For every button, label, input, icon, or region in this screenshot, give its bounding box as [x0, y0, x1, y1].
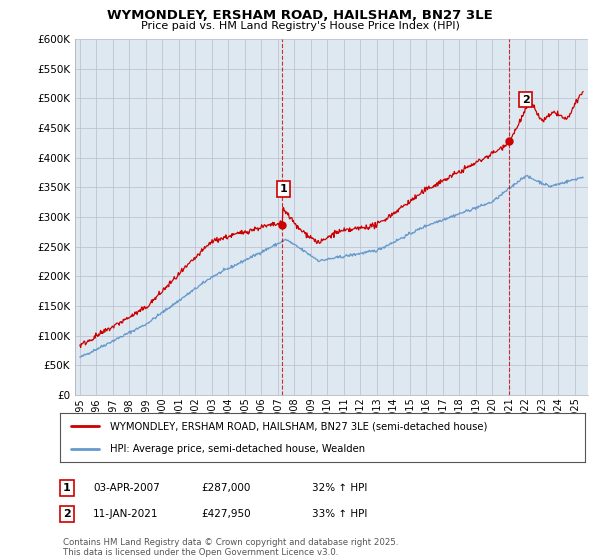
Text: £427,950: £427,950 [201, 509, 251, 519]
Text: 03-APR-2007: 03-APR-2007 [93, 483, 160, 493]
Text: Price paid vs. HM Land Registry's House Price Index (HPI): Price paid vs. HM Land Registry's House … [140, 21, 460, 31]
Text: 32% ↑ HPI: 32% ↑ HPI [312, 483, 367, 493]
Text: WYMONDLEY, ERSHAM ROAD, HAILSHAM, BN27 3LE (semi-detached house): WYMONDLEY, ERSHAM ROAD, HAILSHAM, BN27 3… [110, 421, 487, 431]
Text: 1: 1 [280, 184, 287, 194]
Text: 11-JAN-2021: 11-JAN-2021 [93, 509, 158, 519]
Text: HPI: Average price, semi-detached house, Wealden: HPI: Average price, semi-detached house,… [110, 444, 365, 454]
Text: Contains HM Land Registry data © Crown copyright and database right 2025.
This d: Contains HM Land Registry data © Crown c… [63, 538, 398, 557]
Text: £287,000: £287,000 [201, 483, 250, 493]
Text: 2: 2 [63, 509, 71, 519]
Text: 33% ↑ HPI: 33% ↑ HPI [312, 509, 367, 519]
Text: 1: 1 [63, 483, 71, 493]
Text: 2: 2 [522, 95, 530, 105]
Text: WYMONDLEY, ERSHAM ROAD, HAILSHAM, BN27 3LE: WYMONDLEY, ERSHAM ROAD, HAILSHAM, BN27 3… [107, 9, 493, 22]
